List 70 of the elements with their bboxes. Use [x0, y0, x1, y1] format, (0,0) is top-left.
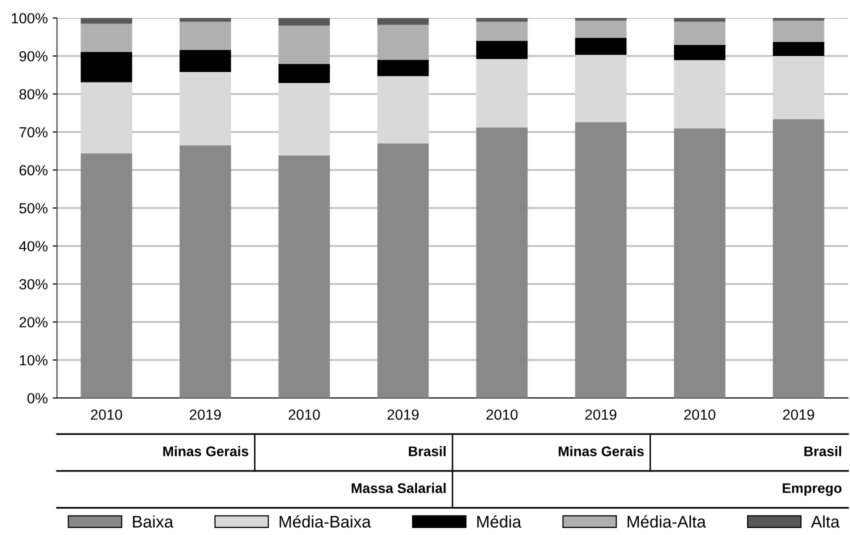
bar — [377, 18, 429, 25]
bar — [80, 18, 132, 24]
bar — [772, 42, 824, 56]
bar — [278, 64, 330, 83]
bar — [278, 82, 330, 156]
bar — [180, 50, 232, 72]
bar — [772, 119, 824, 398]
bar — [476, 59, 528, 128]
bar — [377, 24, 429, 60]
x-tick-label: 2019 — [388, 409, 419, 420]
bar — [180, 22, 232, 50]
bar — [476, 22, 528, 41]
legend-label: Média — [477, 515, 522, 528]
y-tick-label: 90% — [19, 51, 48, 62]
text: Minas Gerais — [163, 446, 248, 456]
text: Emprego — [782, 483, 842, 496]
legend-label: Baixa — [133, 515, 174, 528]
bar — [377, 143, 429, 398]
bar — [377, 76, 429, 144]
y-tick-label: 100% — [12, 13, 48, 24]
bar — [575, 20, 627, 38]
bar — [80, 82, 132, 154]
bar — [674, 128, 726, 398]
text: Minas Gerais — [558, 446, 644, 456]
bar — [575, 122, 627, 398]
bar — [476, 40, 528, 60]
x-tick-label: 2010 — [288, 409, 320, 420]
bar — [80, 52, 132, 82]
bar — [180, 72, 232, 146]
bar — [575, 54, 627, 122]
x-tick-label: 2010 — [684, 409, 716, 420]
y-tick-label: 10% — [20, 355, 48, 366]
text: Brasil — [408, 446, 446, 456]
bar — [180, 18, 232, 22]
legend-label: Alta — [810, 515, 840, 528]
x-tick-label: 2019 — [783, 409, 814, 420]
bar — [278, 26, 330, 64]
bar — [575, 38, 627, 55]
bar — [674, 44, 726, 60]
bar — [674, 60, 726, 128]
y-tick-label: 30% — [19, 279, 48, 290]
bar — [674, 18, 726, 22]
y-tick-label: 40% — [19, 241, 48, 252]
y-tick-label: 0% — [27, 393, 48, 404]
bar — [80, 153, 132, 398]
x-tick-label: 2019 — [190, 409, 221, 420]
x-tick-label: 2010 — [486, 409, 518, 420]
bar — [80, 24, 132, 52]
legend-label: Média-Baixa — [280, 515, 371, 528]
bar — [278, 18, 330, 26]
bar — [476, 18, 528, 22]
x-tick-label: 2010 — [90, 409, 122, 420]
bar — [278, 156, 330, 398]
bar — [674, 22, 726, 45]
bar — [476, 127, 528, 398]
y-tick-label: 20% — [20, 317, 48, 328]
bar — [772, 56, 824, 120]
text: Massa Salarial — [352, 482, 446, 494]
text: Brasil — [804, 446, 842, 456]
legend-label: Média-Alta — [628, 515, 706, 528]
bar — [772, 18, 824, 21]
bar — [772, 20, 824, 42]
y-tick-label: 70% — [20, 127, 48, 138]
y-tick-label: 50% — [19, 203, 48, 214]
bar — [377, 60, 429, 76]
y-tick-label: 60% — [20, 165, 48, 176]
bar — [575, 18, 627, 21]
y-tick-label: 80% — [19, 89, 48, 100]
bar — [180, 145, 232, 398]
x-tick-label: 2019 — [585, 409, 616, 420]
